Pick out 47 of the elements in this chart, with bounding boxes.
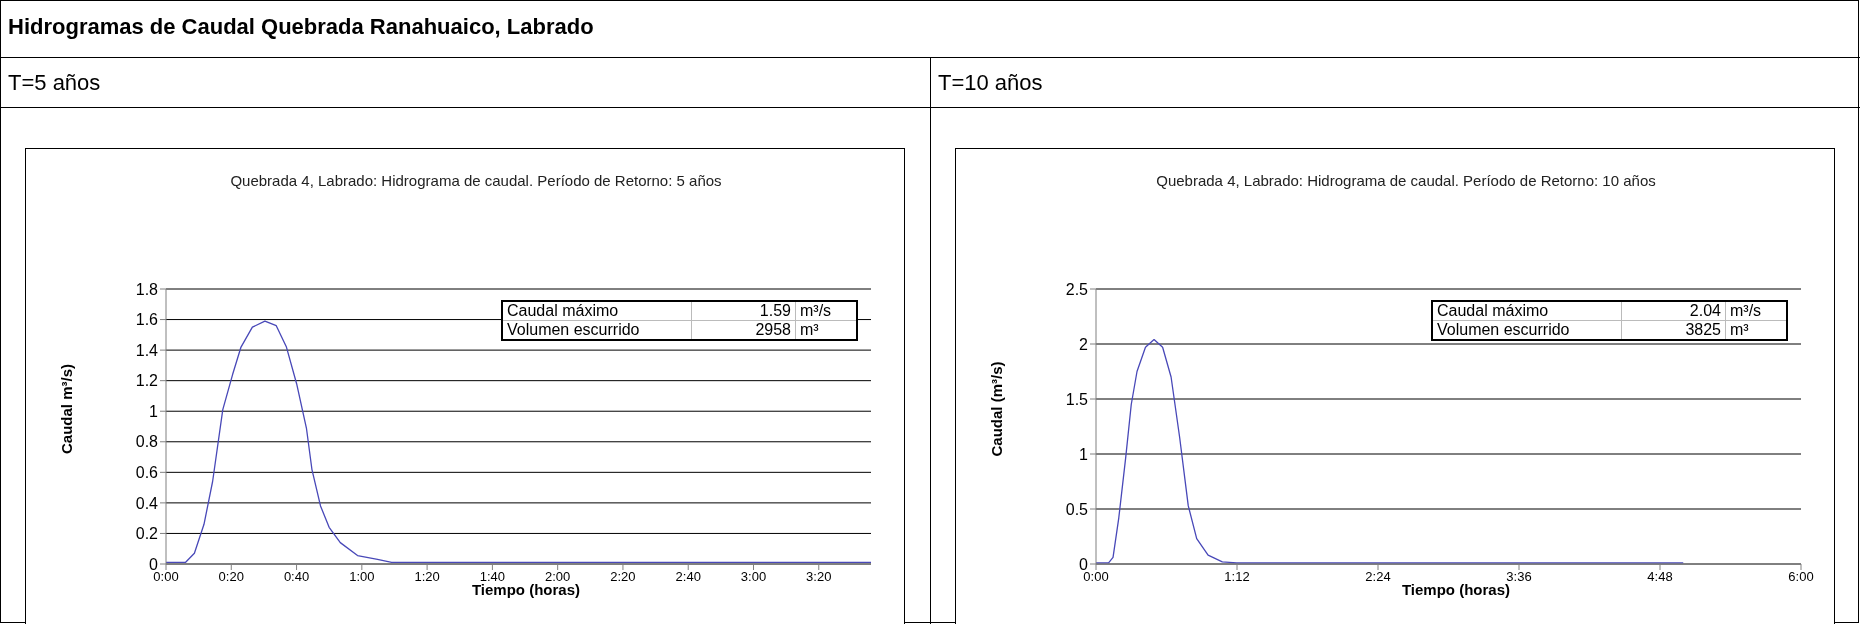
annotation: Volumen escurrido [502,320,692,340]
x-tick-label: 0:20 [218,569,244,585]
y-tick-label: 1.4 [135,341,159,359]
y-axis-title: Caudal (m³/s) [987,361,1005,457]
annotation: m³/s [1725,301,1787,321]
y-tick-label: 0.5 [1065,500,1089,518]
y-tick-label: 1.6 [135,311,159,329]
line-series [166,320,871,564]
text: Hidrogramas de Caudal Quebrada Ranahuaico, Labrado [8,14,594,40]
y-axis-title: Caudal m³/s) [57,363,75,455]
y-tick-label: 1.8 [135,280,159,298]
x-tick-label: 2:20 [610,569,636,585]
annotation: 3825 [1621,320,1726,340]
y-tick-label: 0.6 [135,464,159,482]
y-tick-label: 1 [1079,445,1089,463]
x-tick-label: 6:00 [1788,569,1814,585]
annotation: m³ [795,320,857,340]
x-tick-label: 3:20 [806,569,832,585]
chart-title: Quebrada 4, Labrado: Hidrograma de caudal. Período de Retorno: 10 años [1156,171,1656,191]
annotation: Volumen escurrido [1432,320,1622,340]
y-tick-label: 0.4 [135,494,159,512]
y-tick-label: 1.5 [1065,390,1089,408]
chart-subtitle: T=5 años [8,70,101,96]
x-tick-label: 1:00 [349,569,375,585]
line-series [1096,338,1684,564]
x-tick-label: 3:00 [740,569,767,585]
chart-subtitle: T=10 años [938,70,1043,96]
x-tick-label: 1:12 [1224,569,1250,585]
x-tick-label: 4:48 [1647,569,1673,585]
x-tick-label: 0:40 [283,569,310,585]
annotation: 1.59 [691,301,796,321]
annotation: m³/s [795,301,857,321]
y-tick-label: 2 [1079,335,1089,353]
y-tick-label: 0.2 [135,525,159,543]
x-tick-label: 2:24 [1365,569,1391,585]
annotation: 2958 [691,320,796,340]
chart-title: Quebrada 4, Labrado: Hidrograma de caudal. Período de Retorno: 5 años [229,171,723,191]
y-tick-label: 1 [149,402,159,420]
x-tick-label: 2:40 [675,569,701,585]
annotation: 2.04 [1621,301,1726,321]
annotation: m³ [1725,320,1787,340]
y-tick-label: 1.2 [135,372,159,390]
annotation: Caudal máximo [502,301,692,321]
annotation: Caudal máximo [1432,301,1622,321]
y-tick-label: 2.5 [1065,280,1089,298]
x-tick-label: 1:20 [414,569,440,585]
y-tick-label: 0.8 [135,433,159,451]
